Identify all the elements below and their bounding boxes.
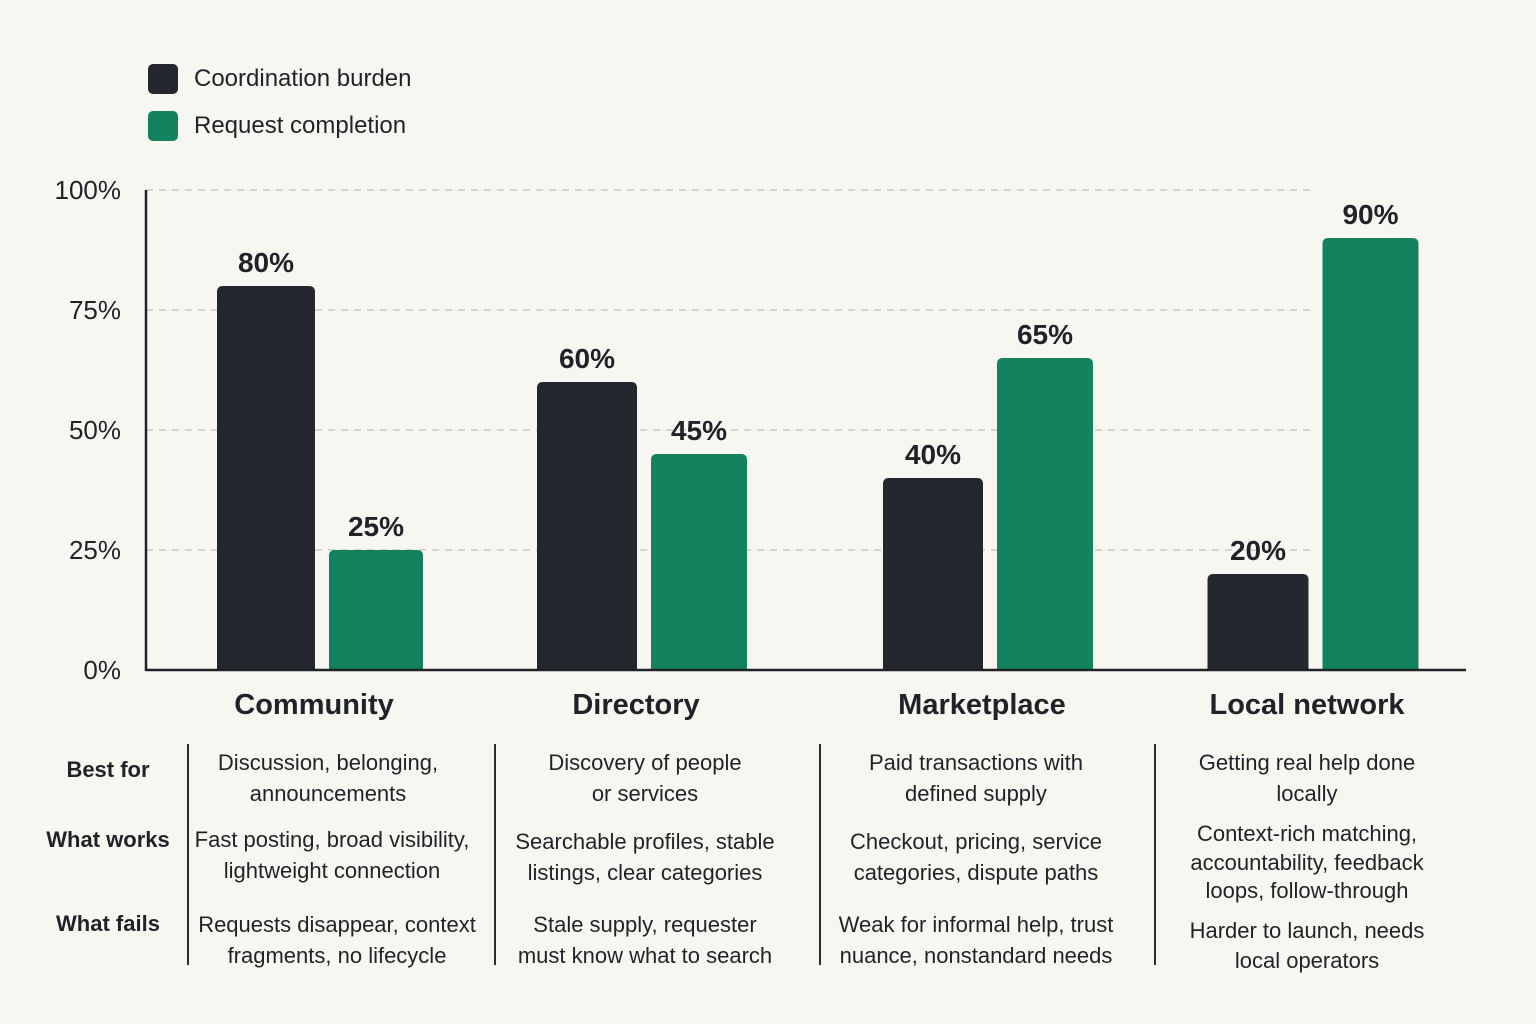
bar-community-request-completion [329,550,423,670]
cell-community-best-for: Discussion, belonging, announcements [217,750,439,806]
column-divider [494,744,496,965]
cell-community-what-fails: Requests disappear, context fragments, n… [198,912,476,968]
data-label: 65% [1017,319,1073,350]
data-label: 45% [671,415,727,446]
category-label-local-network: Local network [1210,689,1406,721]
category-label-community: Community [234,689,394,721]
legend-item-coordination-burden: Coordination burden [148,64,412,94]
bar-local-network-coordination-burden [1207,574,1309,670]
data-label: 90% [1342,199,1398,230]
bar-directory-request-completion [651,454,747,670]
column-divider [819,744,821,965]
cell-marketplace-best-for: Paid transactions with defined supply [869,750,1083,806]
column-divider [187,744,189,965]
bar-community-coordination-burden [217,286,315,670]
bar-directory-coordination-burden [537,382,637,670]
bar-local-network-request-completion [1322,238,1419,670]
row-label-what-fails: What fails [56,911,160,936]
legend: Coordination burden Request completion [148,64,412,158]
y-tick-label: 75% [69,295,121,325]
cell-local-network-what-works: Context-rich matching, accountability, f… [1190,821,1424,903]
cell-local-network-what-fails: Harder to launch, needs local operators [1189,918,1425,973]
cell-marketplace-what-works: Checkout, pricing, service categories, d… [850,829,1102,885]
cell-directory-best-for: Discovery of people or services [548,750,742,806]
y-tick-label: 50% [69,415,121,445]
data-label: 40% [905,439,961,470]
cell-directory-what-fails: Stale supply, requester must know what t… [517,912,773,968]
y-tick-label: 25% [69,535,121,565]
data-label: 25% [348,511,404,542]
data-label: 60% [559,343,615,374]
bar-chart: 0% 25% 50% 75% 100% 80% 25% Community 60% 45% Dire… [55,175,1466,721]
row-label-best-for: Best for [66,757,150,782]
y-tick-label: 0% [83,655,121,685]
cell-directory-what-works: Searchable profiles, stable listings, cl… [515,829,775,885]
legend-item-request-completion: Request completion [148,111,412,141]
bar-marketplace-request-completion [997,358,1093,670]
column-divider [1154,744,1156,965]
row-label-what-works: What works [46,827,170,852]
cell-local-network-best-for: Getting real help done locally [1198,750,1416,806]
category-label-marketplace: Marketplace [898,689,1066,721]
cell-marketplace-what-fails: Weak for informal help, trust nuance, no… [838,912,1114,968]
legend-swatch-coordination-burden [148,64,178,94]
legend-label-coordination-burden: Coordination burden [194,65,412,92]
legend-swatch-request-completion [148,111,178,141]
category-label-directory: Directory [572,689,699,721]
y-tick-label: 100% [55,175,122,205]
data-label: 20% [1230,535,1286,566]
bar-marketplace-coordination-burden [883,478,983,670]
cell-community-what-works: Fast posting, broad visibility, lightwei… [194,827,470,883]
legend-label-request-completion: Request completion [194,112,407,139]
data-label: 80% [238,247,294,278]
